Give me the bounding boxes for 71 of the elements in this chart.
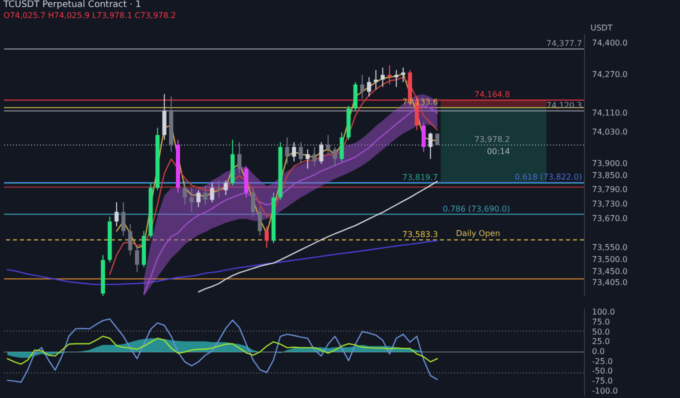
candlestick: [224, 180, 228, 196]
y-tick-label: -75.0: [592, 376, 613, 386]
candlestick: [374, 70, 378, 90]
candlestick: [394, 70, 398, 88]
y-tick-label: 74,030.0: [592, 128, 628, 137]
y-tick-label: 74,400.0: [592, 38, 628, 48]
candlestick: [380, 67, 385, 88]
line-series: [198, 180, 438, 293]
candlestick: [121, 202, 126, 236]
y-tick-label: -25.0: [592, 356, 613, 366]
annotation: Daily Open: [456, 229, 500, 238]
line-series: [6, 240, 438, 286]
candlestick: [196, 190, 201, 208]
chart-subtitle: O74,025.7 H74,025.9 L73,978.1 C73,978.2: [4, 11, 176, 20]
candlestick: [285, 136, 290, 164]
y-tick-label: 74,270.0: [592, 70, 628, 79]
y-tick-label: 0.0: [592, 347, 605, 356]
y-tick-label: 73,900.0: [592, 158, 628, 168]
ref-line-label: 0.786 (73,690.0): [442, 204, 510, 214]
ref-line-label: 73,819.7: [402, 173, 438, 182]
y-tick-label: -100.0: [592, 386, 618, 396]
line-series: [109, 76, 438, 275]
candlestick: [326, 134, 330, 155]
candlestick: [135, 245, 140, 272]
y-tick-label: 50.0: [592, 327, 610, 336]
candlestick: [428, 132, 433, 160]
candlestick: [422, 122, 426, 152]
y-tick-label: 73,450.0: [592, 266, 628, 276]
y-tick-label: 73,730.0: [592, 200, 628, 209]
y-tick-label: -50.0: [592, 366, 613, 376]
y-tick-label: 73,500.0: [592, 254, 628, 264]
y-axis-title: USDT: [590, 24, 613, 32]
candlestick: [190, 187, 194, 212]
candlestick: [332, 146, 337, 167]
candlestick: [258, 206, 262, 236]
y-tick-label: 25.0: [592, 337, 610, 346]
candlestick: [210, 182, 214, 203]
candlestick: [203, 184, 208, 206]
candlestick: [312, 146, 317, 167]
candlestick: [128, 223, 132, 256]
candlestick: [340, 132, 344, 162]
candlestick: [401, 67, 406, 83]
candlestick: [237, 142, 242, 174]
y-tick-label: 73,670.0: [592, 214, 628, 224]
y-tick-label: 73,850.0: [592, 170, 628, 180]
line-series: [6, 336, 438, 365]
ref-line-label: 73,978.2: [474, 135, 510, 144]
candlestick: [360, 74, 364, 100]
candlestick: [387, 64, 392, 85]
ref-line-label: 0.618 (73,822.0): [514, 172, 582, 182]
y-tick-label: 73,550.0: [592, 242, 628, 252]
ref-line-label: 73,583.3: [402, 230, 438, 239]
y-tick-label: 73,790.0: [592, 185, 628, 194]
chart-title: TCUSDT Perpetual Contract · 1: [2, 0, 142, 10]
y-tick-label: 74,110.0: [592, 108, 628, 118]
y-tick-label: 73,405.0: [592, 278, 628, 287]
candlestick: [251, 187, 256, 218]
ref-line-label: 74,164.8: [474, 90, 510, 100]
candlestick: [298, 142, 303, 164]
candlestick: [264, 226, 269, 248]
candlestick: [306, 148, 310, 170]
y-tick-label: 100.0: [592, 308, 615, 317]
candlestick: [114, 202, 119, 227]
candlestick: [182, 180, 187, 206]
candlestick: [367, 76, 372, 97]
annotation: 00:14: [486, 147, 510, 156]
ref-line-label: 74,377.7: [546, 38, 582, 48]
line-series: [6, 318, 438, 383]
candlestick: [319, 142, 324, 164]
y-tick-label: 75.0: [592, 318, 610, 327]
candlestick: [292, 142, 296, 162]
